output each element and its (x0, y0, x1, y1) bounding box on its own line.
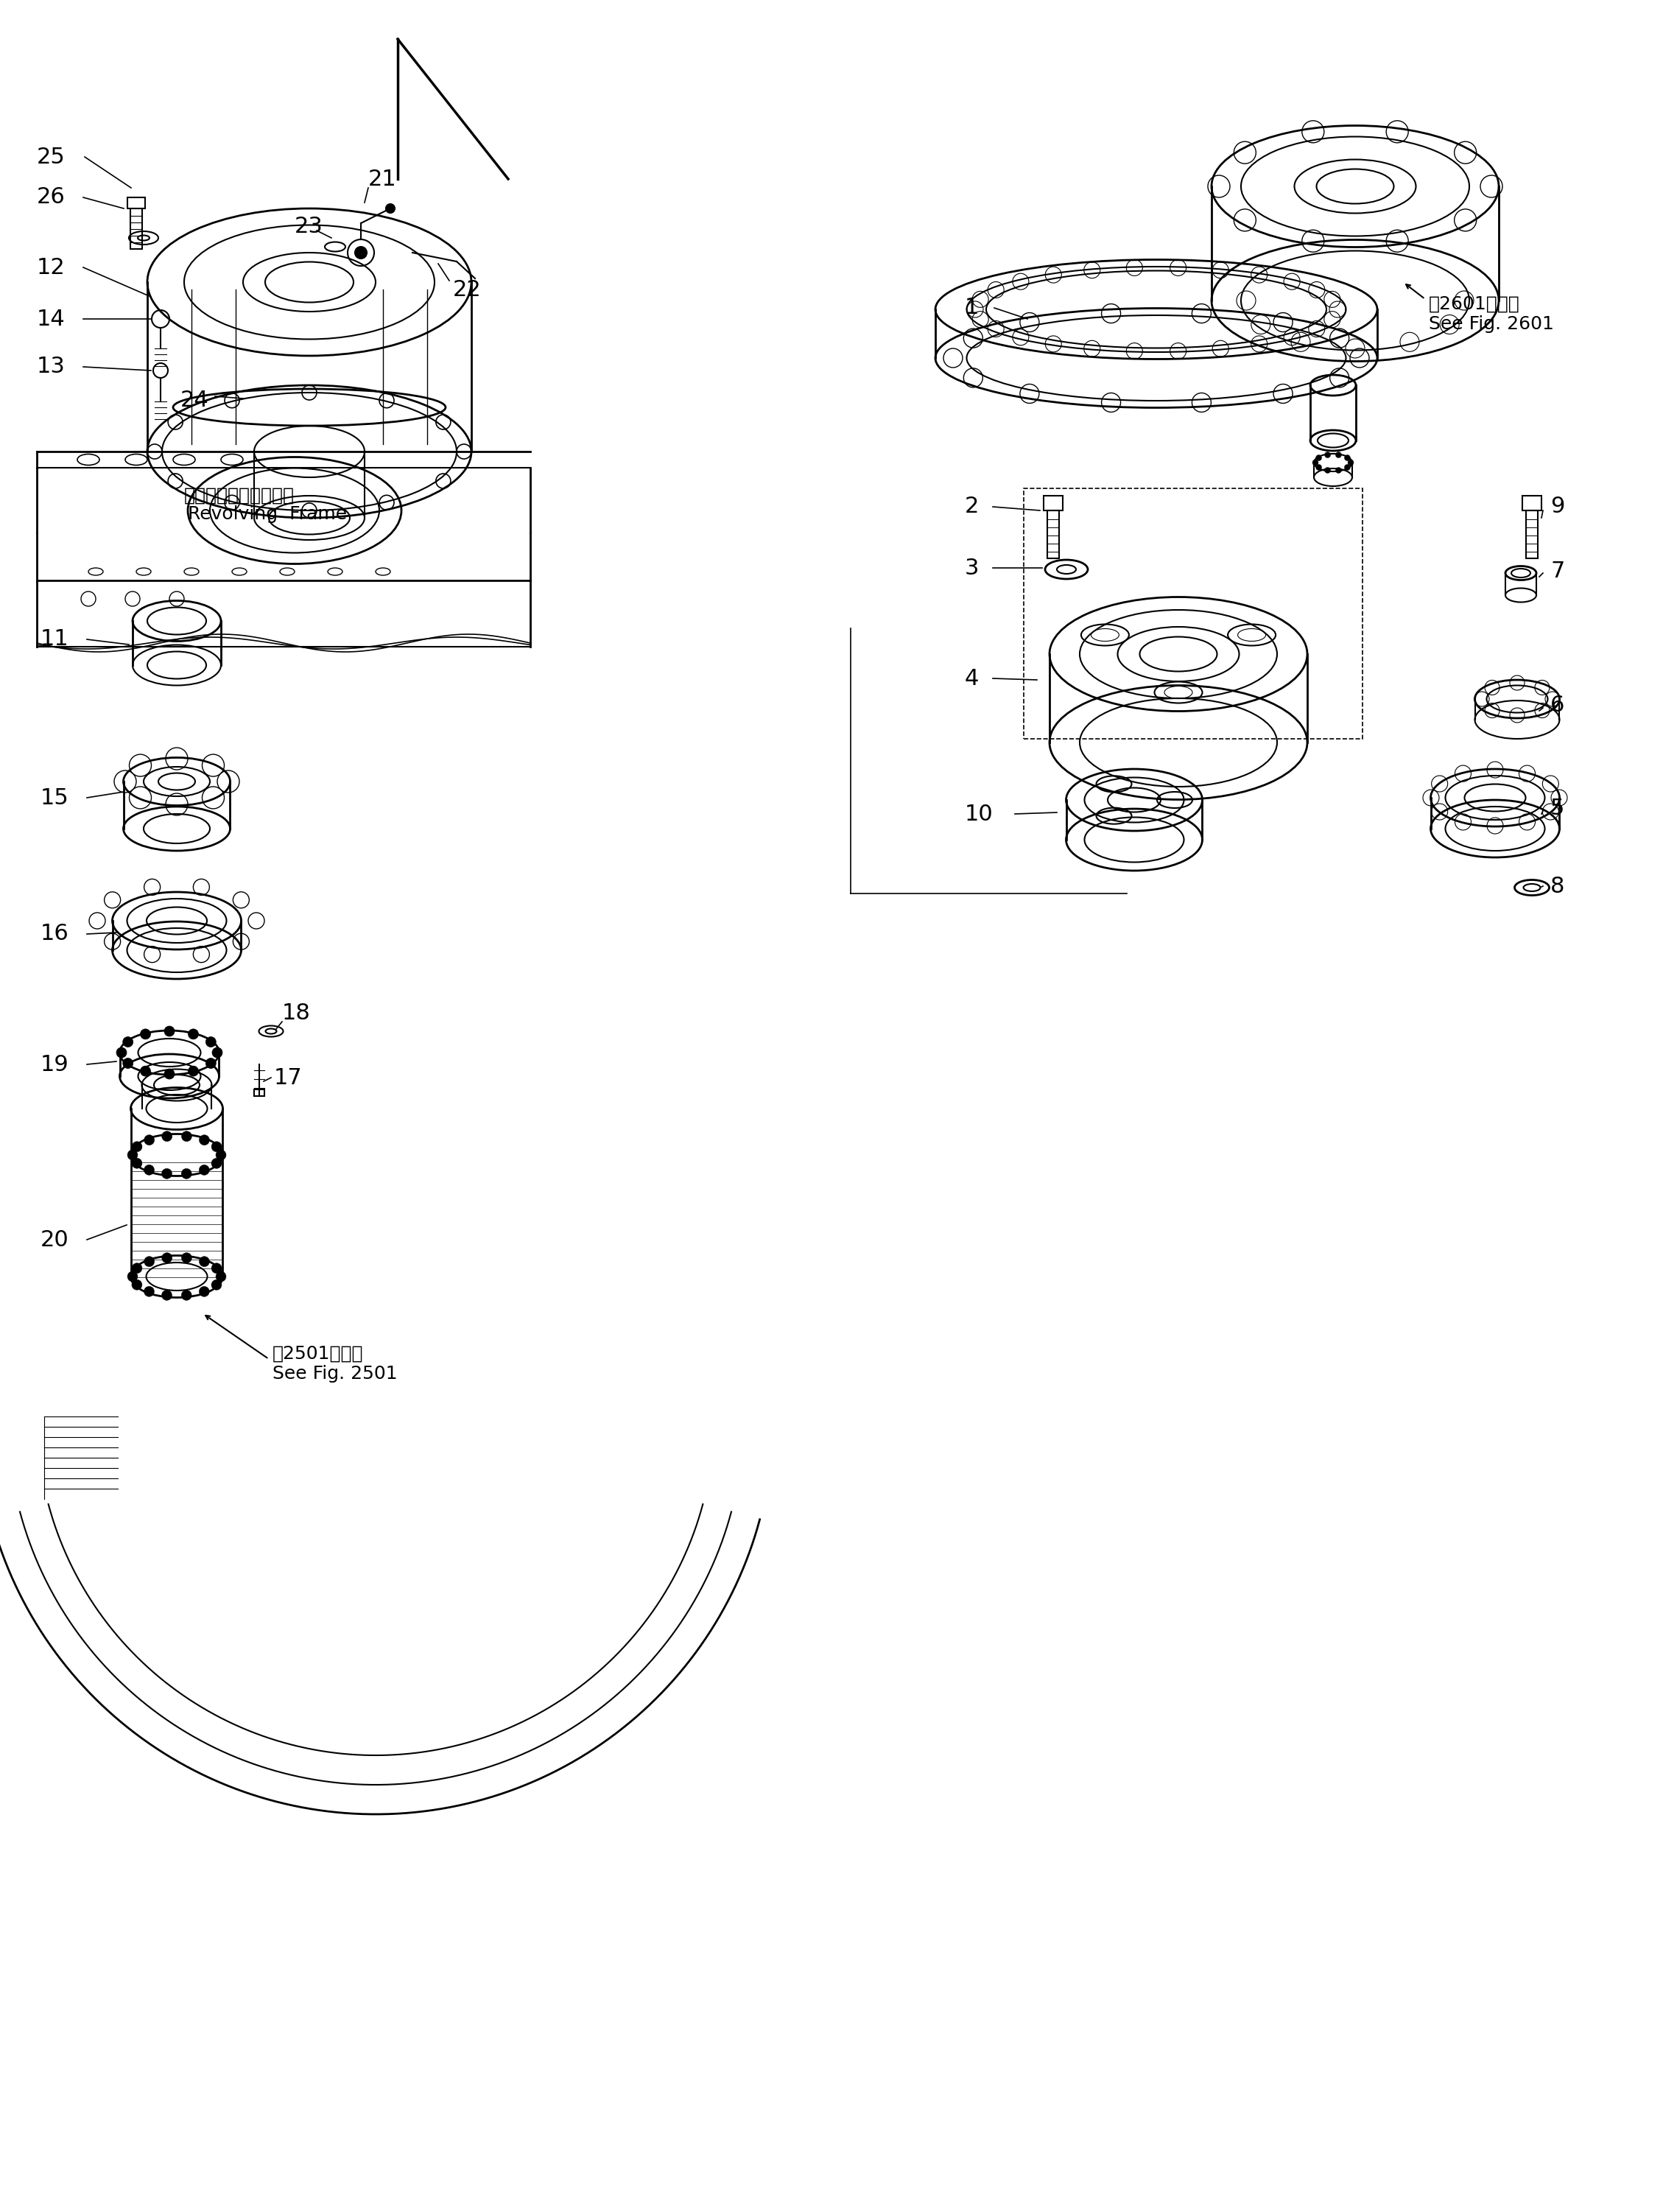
Bar (128, 197, 145, 208)
Text: 23: 23 (294, 217, 323, 237)
Circle shape (386, 204, 394, 212)
Circle shape (181, 1252, 191, 1263)
Text: See Fig. 2501: See Fig. 2501 (273, 1365, 397, 1382)
Text: See Fig. 2601: See Fig. 2601 (1429, 316, 1553, 334)
Text: 24: 24 (181, 389, 210, 411)
Circle shape (161, 1290, 171, 1301)
Circle shape (145, 1256, 155, 1267)
Circle shape (1347, 460, 1354, 465)
Text: 10: 10 (965, 803, 993, 825)
Circle shape (128, 1150, 138, 1159)
Circle shape (140, 1029, 151, 1040)
Circle shape (161, 1130, 173, 1141)
Bar (1522, 495, 1542, 511)
Circle shape (188, 1029, 198, 1040)
Circle shape (1344, 456, 1350, 460)
Circle shape (165, 1068, 175, 1079)
Circle shape (181, 1168, 191, 1179)
Circle shape (1312, 460, 1319, 465)
Circle shape (145, 1287, 155, 1296)
Text: 8: 8 (1550, 876, 1565, 896)
Circle shape (123, 1037, 133, 1046)
Bar (130, 208, 141, 250)
Bar (1044, 495, 1063, 511)
Circle shape (211, 1141, 221, 1152)
Circle shape (200, 1166, 210, 1175)
Circle shape (354, 248, 368, 259)
Text: 16: 16 (40, 922, 70, 945)
Text: 25: 25 (37, 146, 65, 168)
Circle shape (211, 1159, 221, 1168)
Bar (254, 1091, 264, 1097)
Circle shape (188, 1066, 198, 1077)
Circle shape (161, 1168, 171, 1179)
Bar (1527, 511, 1538, 557)
Circle shape (161, 1252, 173, 1263)
Text: 12: 12 (37, 257, 65, 279)
Circle shape (200, 1256, 210, 1267)
Circle shape (1325, 451, 1330, 458)
Circle shape (116, 1048, 126, 1057)
Circle shape (181, 1130, 191, 1141)
Text: レボルビングフレーム: レボルビングフレーム (185, 487, 294, 504)
Text: 5: 5 (1550, 799, 1565, 818)
Circle shape (200, 1135, 210, 1146)
Circle shape (145, 1166, 155, 1175)
Circle shape (1315, 456, 1322, 460)
Text: 第2501図参照: 第2501図参照 (273, 1345, 364, 1363)
Circle shape (145, 1135, 155, 1146)
Text: 第2601図参照: 第2601図参照 (1429, 296, 1520, 314)
Text: 6: 6 (1550, 695, 1565, 717)
Circle shape (131, 1141, 141, 1152)
Text: 20: 20 (40, 1230, 70, 1250)
Text: 18: 18 (283, 1002, 311, 1024)
Circle shape (216, 1150, 226, 1159)
Text: 1: 1 (965, 296, 980, 319)
Circle shape (216, 1272, 226, 1281)
Circle shape (131, 1279, 141, 1290)
Circle shape (1335, 451, 1342, 458)
Text: 15: 15 (40, 787, 70, 807)
Circle shape (1325, 467, 1330, 473)
Text: 17: 17 (274, 1066, 303, 1088)
Circle shape (123, 1057, 133, 1068)
Circle shape (181, 1290, 191, 1301)
Circle shape (206, 1037, 216, 1046)
Text: 2: 2 (965, 495, 980, 518)
Text: 14: 14 (37, 307, 65, 330)
Text: 19: 19 (40, 1053, 70, 1075)
Bar (1048, 511, 1059, 557)
Text: 7: 7 (1550, 560, 1565, 582)
Text: Revolving  Frame: Revolving Frame (188, 504, 348, 522)
Circle shape (211, 1263, 221, 1274)
Text: 22: 22 (452, 279, 482, 301)
Bar (1024, 489, 1362, 739)
Circle shape (140, 1066, 151, 1077)
Circle shape (1315, 465, 1322, 471)
Text: 21: 21 (368, 168, 397, 190)
Circle shape (165, 1026, 175, 1037)
Circle shape (128, 1272, 138, 1281)
Circle shape (206, 1057, 216, 1068)
Circle shape (1344, 465, 1350, 471)
Circle shape (213, 1048, 223, 1057)
Circle shape (1335, 467, 1342, 473)
Circle shape (131, 1263, 141, 1274)
Text: 11: 11 (40, 628, 70, 650)
Text: 13: 13 (37, 356, 65, 378)
Text: 26: 26 (37, 186, 65, 208)
Circle shape (200, 1287, 210, 1296)
Text: 3: 3 (965, 557, 980, 580)
Text: 9: 9 (1550, 495, 1565, 518)
Circle shape (131, 1159, 141, 1168)
Text: 4: 4 (965, 668, 980, 690)
Circle shape (211, 1281, 221, 1290)
